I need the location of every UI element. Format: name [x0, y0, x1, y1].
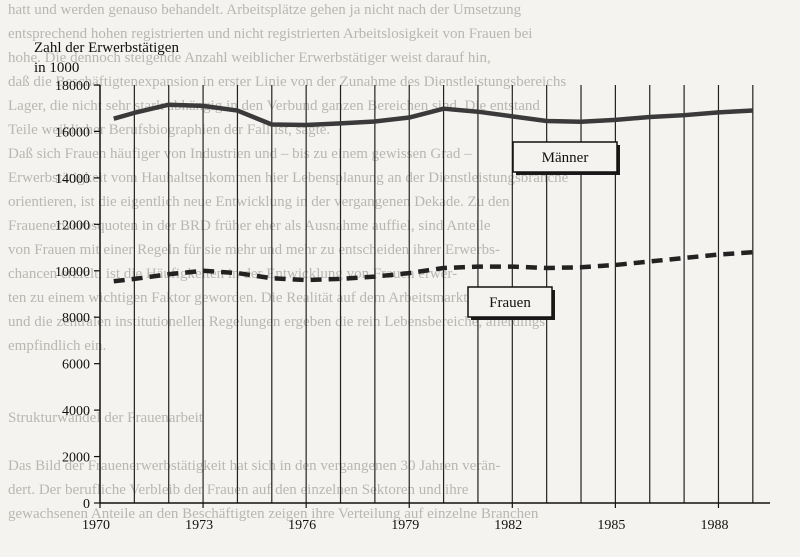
axes [99, 85, 770, 504]
chart-title: Zahl der Erwerbstätigen [34, 40, 179, 56]
y-axis-label: in 1000 [34, 60, 79, 76]
x-tick-label: 1973 [185, 518, 213, 533]
x-tick-label: 1985 [597, 518, 625, 533]
series-line-mnner [113, 102, 753, 128]
legend-label: Männer [542, 150, 589, 166]
y-tick-label: 12000 [55, 218, 90, 233]
y-tick-label: 16000 [55, 125, 90, 140]
y-tick-label: 0 [83, 497, 90, 512]
x-ticks: 1970 1973 1976 1979 1982 1985 1988 [82, 503, 728, 533]
y-tick-label: 2000 [62, 451, 90, 466]
series-line-frauen [113, 249, 753, 284]
y-tick-label: 14000 [55, 172, 90, 187]
legend: Männer Frauen [467, 141, 620, 320]
x-tick-label: 1976 [288, 518, 316, 533]
legend-item: Frauen [467, 286, 555, 320]
x-tick-label: 1979 [391, 518, 419, 533]
x-tick-label: 1970 [82, 518, 110, 533]
y-tick-label: 18000 [55, 79, 90, 94]
legend-box [512, 141, 618, 173]
y-tick-label: 6000 [62, 358, 90, 373]
x-tick-label: 1982 [494, 518, 522, 533]
y-tick-label: 10000 [55, 265, 90, 280]
vertical-grid [133, 85, 754, 503]
y-tick-label: 4000 [62, 404, 90, 419]
legend-label: Frauen [489, 295, 531, 311]
legend-box [467, 286, 553, 318]
x-tick-label: 1988 [700, 518, 728, 533]
y-ticks: 0 2000 4000 6000 8000 10000 12000 14000 16000 180… [55, 79, 100, 512]
series-layer [113, 102, 753, 284]
legend-item: Männer [512, 141, 620, 175]
y-tick-label: 8000 [62, 311, 90, 326]
